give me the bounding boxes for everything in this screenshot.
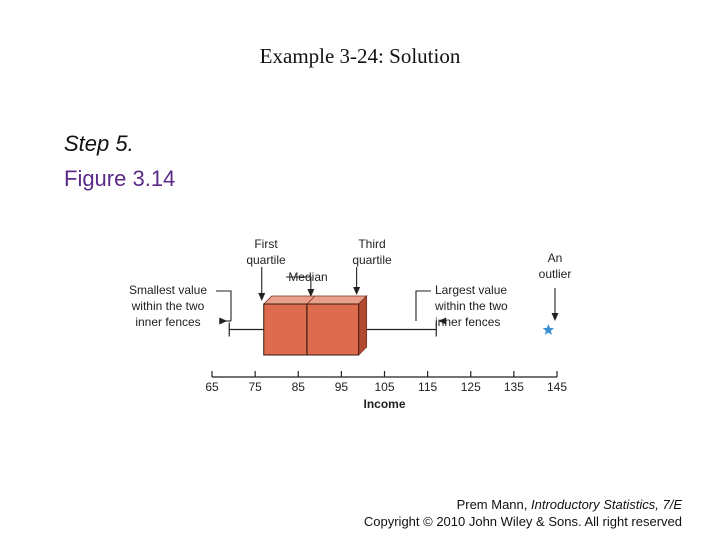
annotation-first-quartile: First — [254, 237, 278, 251]
credit: Prem Mann, Introductory Statistics, 7/E … — [364, 496, 682, 530]
tick-label: 105 — [374, 380, 394, 394]
arrow-outlier — [551, 313, 559, 321]
leader-median — [286, 276, 312, 289]
tick-label: 135 — [504, 380, 524, 394]
annotation-first-quartile: quartile — [246, 253, 286, 267]
arrow-largest — [438, 317, 447, 325]
tick-label: 75 — [248, 380, 262, 394]
annotation-largest: Largest value — [435, 283, 507, 297]
annotation-third-quartile: Third — [358, 237, 385, 251]
arrow-median — [307, 289, 315, 297]
tick-label: 95 — [335, 380, 349, 394]
tick-label: 145 — [547, 380, 567, 394]
annotation-third-quartile: quartile — [352, 253, 392, 267]
box-plot-chart: Smallest value within the two inner fences… — [129, 237, 571, 411]
annotation-largest: within the two — [434, 299, 508, 313]
annotation-outlier: An — [548, 251, 563, 265]
box-top-face — [262, 295, 368, 305]
annotations: Smallest value within the two inner fences… — [129, 237, 571, 329]
annotation-smallest: inner fences — [135, 315, 200, 329]
step-label: Step 5. — [64, 131, 134, 156]
plot-area — [228, 295, 555, 356]
annotation-smallest: within the two — [131, 299, 205, 313]
box-front — [263, 303, 360, 356]
credit-line-1: Prem Mann, Introductory Statistics, 7/E — [364, 496, 682, 513]
annotation-largest: inner fences — [435, 315, 500, 329]
credit-author: Prem Mann, — [456, 497, 531, 512]
leader-smallest — [216, 290, 232, 321]
x-axis-label: Income — [363, 397, 405, 411]
annotation-smallest: Smallest value — [129, 283, 207, 297]
figure-label: Figure 3.14 — [64, 166, 176, 191]
tick-label: 115 — [418, 380, 437, 394]
annotation-outlier: outlier — [539, 267, 572, 281]
slide-title: Example 3-24: Solution — [259, 44, 461, 68]
tick-label: 85 — [292, 380, 306, 394]
tick-label: 125 — [461, 380, 481, 394]
outlier-star — [542, 324, 555, 335]
x-axis: 65 75 85 95 105 115 125 135 145 Income — [205, 371, 567, 411]
leader-largest — [415, 290, 431, 321]
arrow-first-quartile — [258, 293, 266, 301]
credit-copyright: Copyright © 2010 John Wiley & Sons. All … — [363, 514, 682, 529]
median-top-edge — [306, 295, 316, 305]
arrow-third-quartile — [353, 287, 361, 295]
credit-book: Introductory Statistics, 7/E — [530, 497, 682, 512]
tick-label: 65 — [205, 380, 219, 394]
box-side-face — [358, 295, 368, 356]
